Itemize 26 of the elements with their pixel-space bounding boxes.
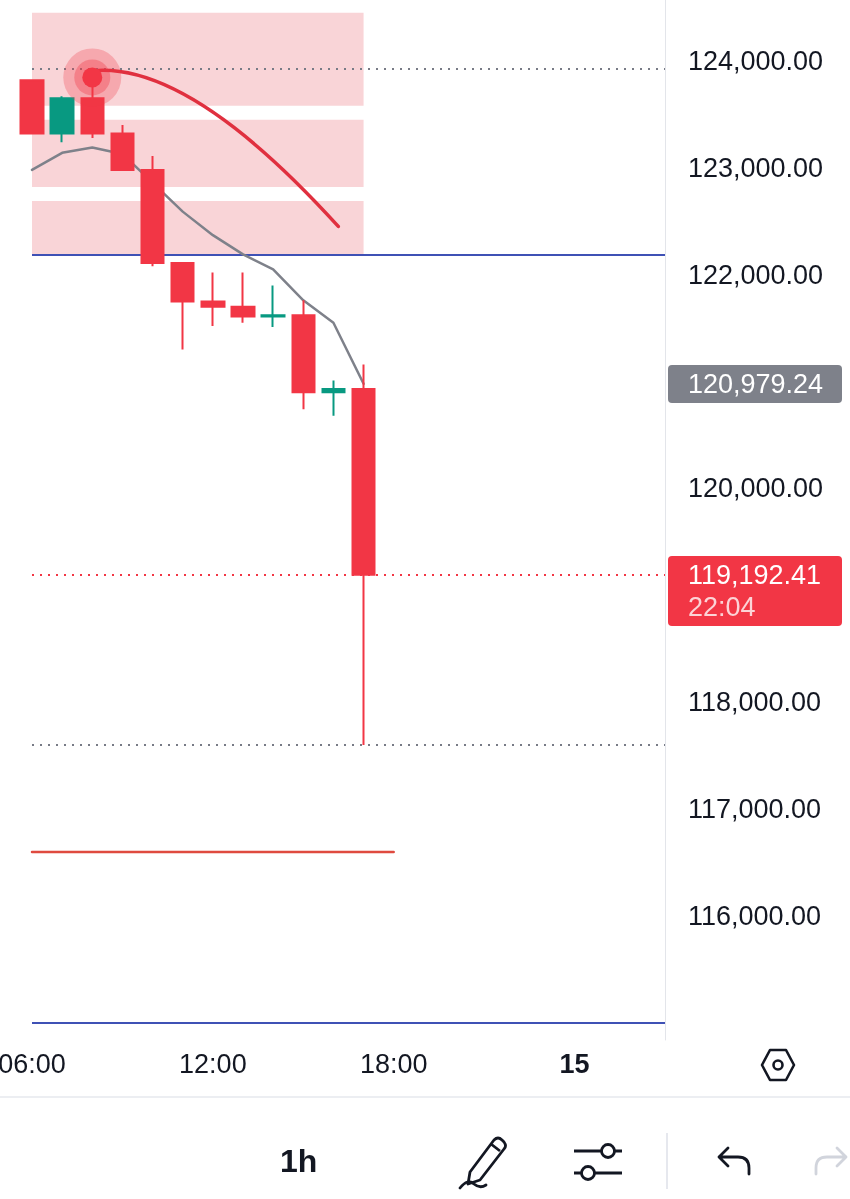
candlestick: [80, 67, 105, 139]
candlestick: [140, 155, 165, 268]
text: 120,979.24: [688, 367, 825, 400]
candlestick: [291, 299, 316, 411]
text: 22:04: [688, 590, 757, 623]
y-tick-label: 117,000.00: [688, 794, 822, 825]
candlestick: [321, 379, 346, 417]
text: 1h: [280, 1142, 318, 1180]
x-tick-label: 18:00: [359, 1048, 428, 1079]
ref-line-label: 119,192.41: [688, 558, 823, 591]
y-tick-label: 116,000.00: [688, 901, 822, 932]
x-tick-label: 15: [559, 1048, 590, 1079]
candlestick: [230, 271, 256, 324]
candlestick: [110, 124, 135, 171]
candlestick: [170, 261, 195, 351]
y-tick-label: 123,000.00: [688, 152, 824, 183]
x-tick-label: 06:00: [0, 1048, 66, 1079]
y-tick-label: 122,000.00: [688, 259, 824, 290]
y-tick-label: 124,000.00: [688, 45, 824, 76]
candlestick: [49, 95, 75, 144]
candlestick: [260, 284, 286, 329]
y-tick-label: 120,000.00: [688, 473, 824, 504]
x-tick-label: 12:00: [179, 1048, 247, 1079]
y-tick-label: 118,000.00: [688, 687, 822, 718]
candlestick: [200, 271, 226, 327]
candlestick: [19, 79, 45, 135]
